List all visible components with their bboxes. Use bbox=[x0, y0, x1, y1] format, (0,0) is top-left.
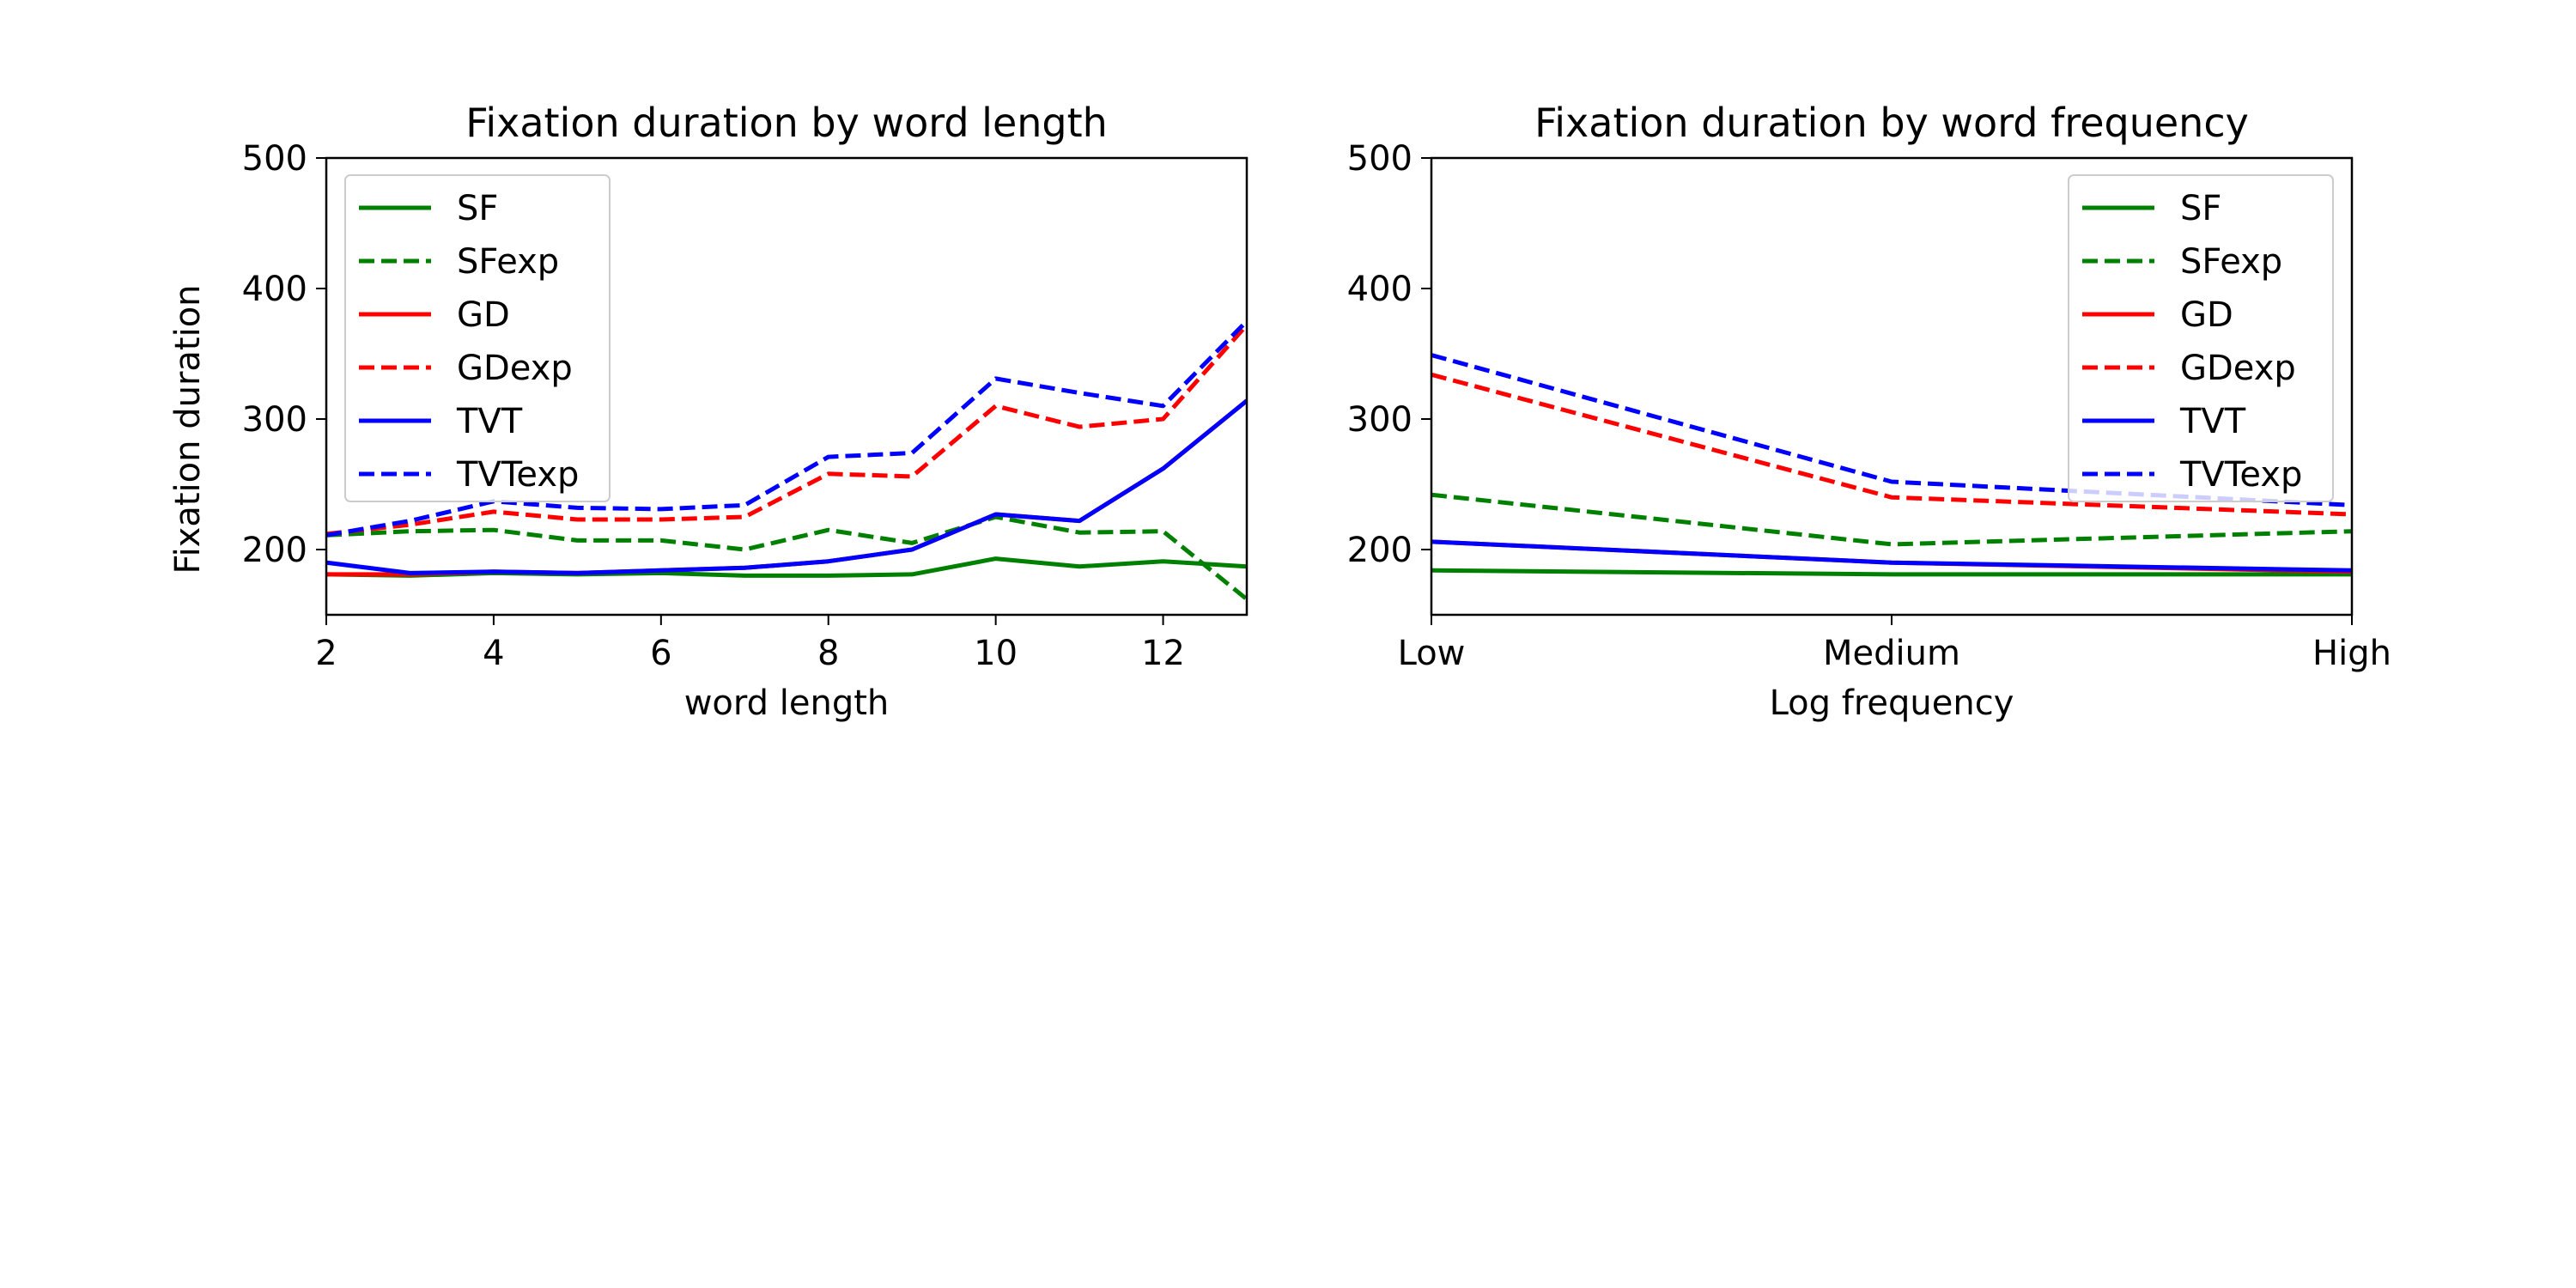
series-line-gdexp bbox=[1431, 372, 2352, 517]
legend-label-sf: SF bbox=[2180, 189, 2221, 228]
y-tick-label: 300 bbox=[1347, 400, 1413, 440]
chart-title: Fixation duration by word frequency bbox=[1534, 100, 2249, 146]
x-tick-label: Low bbox=[1398, 634, 1466, 673]
chart-title: Fixation duration by word length bbox=[465, 100, 1108, 146]
x-tick-label: 4 bbox=[483, 634, 504, 673]
series-line-sfexp bbox=[1431, 492, 2352, 547]
y-tick-label: 400 bbox=[1347, 270, 1413, 309]
series-line-sfexp bbox=[326, 514, 1247, 601]
legend-label-sfexp: SFexp bbox=[2180, 242, 2282, 282]
legend-label-gd: GD bbox=[457, 295, 510, 335]
x-tick-label: 8 bbox=[817, 634, 839, 673]
x-tick-label: 2 bbox=[315, 634, 337, 673]
y-tick-label: 200 bbox=[1347, 531, 1413, 570]
x-tick-label: 12 bbox=[1141, 634, 1185, 673]
series-line-tvt bbox=[326, 398, 1247, 575]
series-lines bbox=[326, 319, 1247, 601]
y-tick-label: 500 bbox=[1347, 139, 1413, 179]
x-axis-label: word length bbox=[684, 683, 890, 723]
x-tick-label: Medium bbox=[1823, 634, 1960, 673]
series-line-sf bbox=[1431, 568, 2352, 577]
legend-label-sf: SF bbox=[457, 189, 498, 228]
series-line-tvtexp bbox=[326, 319, 1247, 538]
legend: SF SFexp GD GDexp TVT TVTexp bbox=[2068, 174, 2334, 502]
axes-frame bbox=[1430, 156, 2354, 617]
y-tick-label: 300 bbox=[242, 400, 307, 440]
legend-label-gdexp: GDexp bbox=[457, 349, 573, 388]
y-axis-label: Fixation duration bbox=[168, 284, 208, 574]
legend-label-sfexp: SFexp bbox=[457, 242, 559, 282]
chart-panel-1: Fixation duration by word length 200 300 40… bbox=[168, 100, 1249, 723]
x-tick-label: 10 bbox=[974, 634, 1018, 673]
legend-label-tvtexp: TVTexp bbox=[456, 455, 579, 495]
legend: SF SFexp GD GDexp TVT TVTexp bbox=[344, 174, 611, 502]
legend-label-tvtexp: TVTexp bbox=[2179, 455, 2302, 495]
legend-label-tvt: TVT bbox=[2179, 402, 2246, 441]
y-tick-label: 500 bbox=[242, 139, 307, 179]
y-tick-label: 200 bbox=[242, 531, 307, 570]
legend-label-gd: GD bbox=[2180, 295, 2233, 335]
axes-frame bbox=[325, 156, 1249, 617]
series-line-gdexp bbox=[326, 323, 1247, 537]
x-axis-label: Log frequency bbox=[1770, 683, 2014, 723]
x-tick-label: 6 bbox=[650, 634, 671, 673]
y-tick-label: 400 bbox=[242, 270, 307, 309]
x-tick-label: High bbox=[2312, 634, 2391, 673]
legend-label-tvt: TVT bbox=[456, 402, 523, 441]
chart-panel-2: Fixation duration by word frequency 200 30… bbox=[1347, 100, 2391, 723]
legend-label-gdexp: GDexp bbox=[2180, 349, 2296, 388]
series-line-tvt bbox=[1431, 539, 2352, 573]
